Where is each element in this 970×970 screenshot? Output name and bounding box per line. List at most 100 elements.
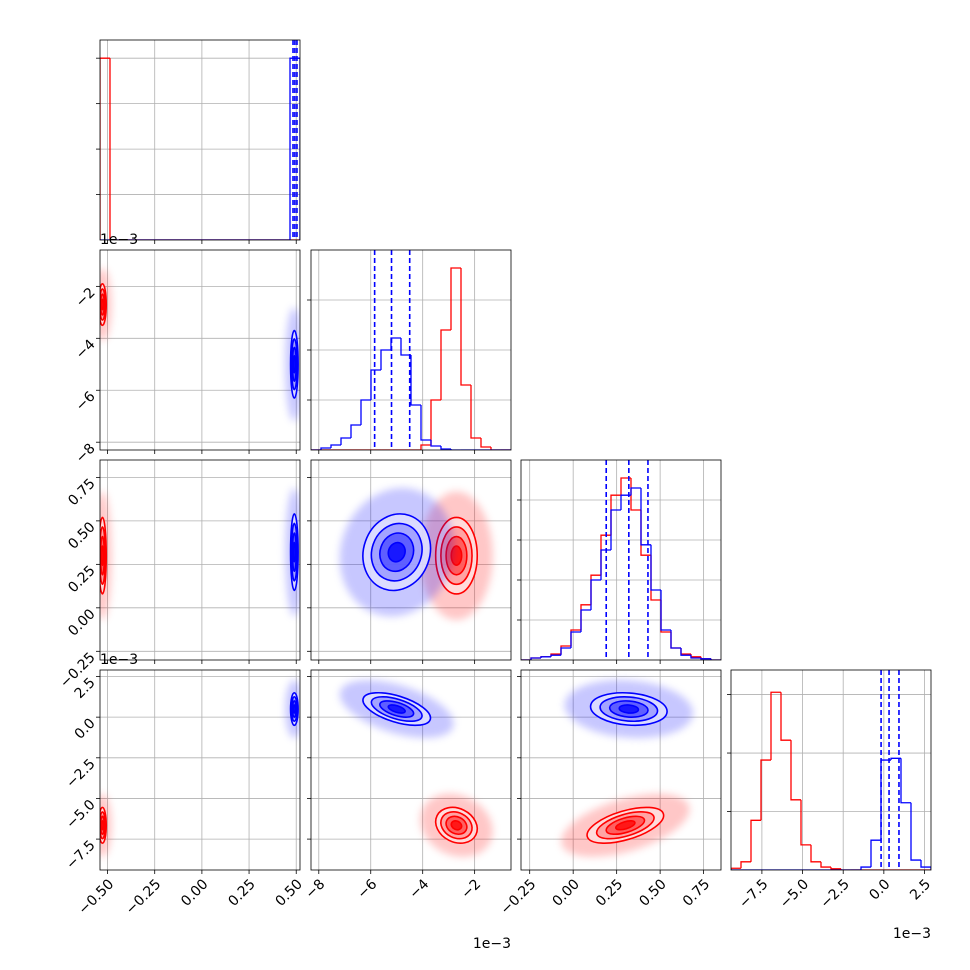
contour-fill xyxy=(615,820,635,830)
contour-line xyxy=(595,811,655,840)
plot-area xyxy=(100,487,300,620)
y-tick-label: −2 xyxy=(73,285,99,311)
contour-line xyxy=(289,513,299,592)
histogram-bin xyxy=(330,444,341,448)
histogram-bin xyxy=(530,657,541,660)
histogram-bin xyxy=(600,549,611,580)
contour-line xyxy=(589,691,668,727)
contour-line xyxy=(450,820,463,831)
histogram-bin xyxy=(430,440,441,447)
contour-panel xyxy=(517,669,722,874)
contour-line xyxy=(290,522,298,582)
contour-line xyxy=(100,820,105,831)
contour-line xyxy=(618,704,640,714)
contour-fill xyxy=(451,546,462,566)
histogram-bin xyxy=(830,867,841,870)
contour-panel xyxy=(96,669,301,874)
histogram-bin xyxy=(550,654,561,657)
panel-frame xyxy=(310,249,512,451)
plot-area xyxy=(561,680,694,857)
histogram-bin xyxy=(660,590,671,631)
histogram-bin xyxy=(650,544,661,591)
histogram-bin xyxy=(370,369,381,400)
histogram-bin xyxy=(590,579,601,610)
histogram-bin xyxy=(560,645,571,654)
histogram-bin xyxy=(580,604,591,630)
panel-frame xyxy=(520,459,722,661)
contour-line xyxy=(586,806,665,844)
histogram-bin xyxy=(910,802,921,861)
histogram-bin xyxy=(620,494,631,510)
histogram-bin xyxy=(870,839,881,868)
contour-panel xyxy=(307,459,512,664)
contour-panel xyxy=(96,249,301,454)
contour-line xyxy=(292,704,297,714)
contour-line xyxy=(434,806,479,844)
contour-line xyxy=(614,820,636,831)
histogram-bin xyxy=(731,867,741,870)
contour-line xyxy=(379,532,415,573)
histogram-bin xyxy=(750,819,761,862)
histogram-bin xyxy=(420,444,431,450)
histogram-bin xyxy=(760,759,771,821)
contour-fill xyxy=(388,542,406,562)
histogram-bin xyxy=(380,349,391,370)
contour-line xyxy=(379,700,415,718)
contour-line xyxy=(291,700,298,718)
histogram-bin xyxy=(700,658,711,660)
y-tick-label: −8 xyxy=(73,441,99,467)
histogram-bin xyxy=(920,860,931,870)
histogram-bin xyxy=(390,337,401,350)
histogram-bin xyxy=(840,868,851,870)
x-tick-label: 0.50 xyxy=(636,876,669,909)
histogram-bin xyxy=(800,799,811,846)
histogram-bin xyxy=(480,438,491,448)
contour-line xyxy=(387,704,406,714)
panel-frame xyxy=(99,249,301,451)
contour-line xyxy=(100,535,106,576)
y-tick-label: −6 xyxy=(73,389,99,415)
contour-line xyxy=(100,282,108,327)
histogram-bin xyxy=(450,449,461,450)
histogram-bin xyxy=(540,656,551,658)
plot-area xyxy=(731,670,931,870)
contour-line xyxy=(100,516,108,595)
y-tick-label: −5.0 xyxy=(63,797,98,832)
contour-line xyxy=(100,545,105,567)
x-tick-label: −0.25 xyxy=(498,876,540,918)
histogram-bin xyxy=(670,632,681,649)
histogram-bin xyxy=(790,740,801,801)
contour-line xyxy=(440,811,473,840)
histogram-bin xyxy=(650,555,661,601)
histogram-bin xyxy=(900,758,911,804)
contour-line xyxy=(100,815,106,836)
histogram-bin xyxy=(560,647,571,656)
plot-area xyxy=(100,680,300,857)
histogram-bin xyxy=(660,600,671,633)
histogram-bin xyxy=(780,692,791,741)
plot-area xyxy=(100,40,300,240)
plot-area xyxy=(339,680,493,857)
histogram-bin xyxy=(440,329,451,400)
contour-line xyxy=(370,696,423,723)
histogram-bin xyxy=(740,861,751,869)
x-tick-label: 0.00 xyxy=(178,876,211,909)
y-tick-label: 0.00 xyxy=(65,606,98,639)
histogram-bin xyxy=(470,385,481,439)
histogram-bin xyxy=(420,405,431,441)
histogram-bin xyxy=(109,58,120,240)
y-tick-label: −7.5 xyxy=(63,837,98,872)
y-tick-label: 0.25 xyxy=(65,563,98,596)
histogram-bin xyxy=(410,355,421,406)
panel-frame xyxy=(310,669,512,871)
histogram-bin xyxy=(690,654,701,658)
x-offset-label: 1e−3 xyxy=(473,936,511,952)
x-tick-label: 0.00 xyxy=(549,876,582,909)
contour-line xyxy=(100,806,108,844)
histogram-bin xyxy=(460,268,471,386)
histogram-bin xyxy=(630,487,641,496)
contour-line xyxy=(599,696,659,723)
histogram-bin xyxy=(820,861,831,868)
histogram-bin xyxy=(690,655,701,659)
